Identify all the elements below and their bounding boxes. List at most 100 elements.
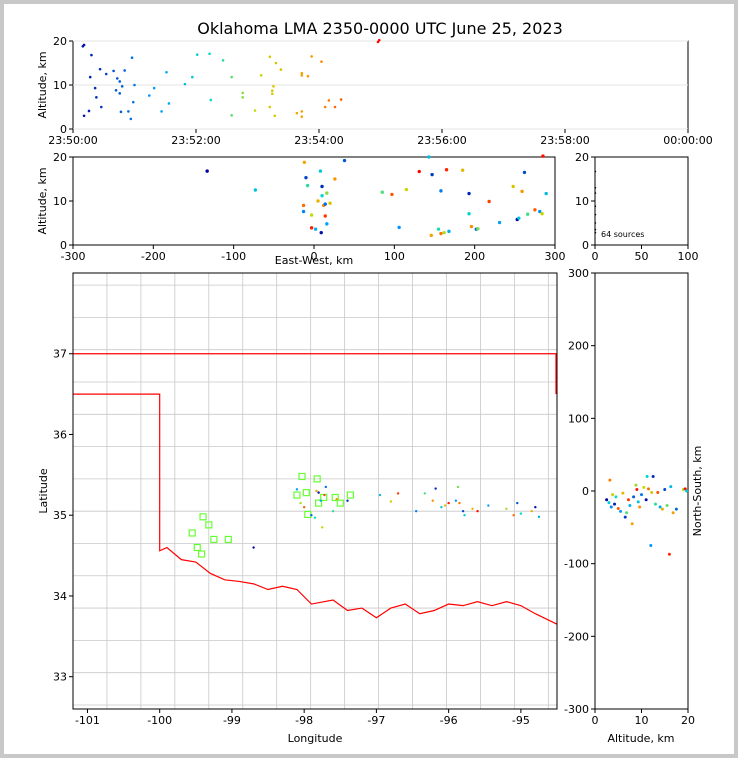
time-height-source (221, 59, 225, 62)
map-source (323, 493, 326, 497)
time-height-ylabel: Altitude, km (36, 51, 49, 118)
east-west-source (525, 212, 530, 216)
east-west-source (325, 191, 329, 195)
time-height-source (230, 75, 233, 79)
x-tick-label: 50 (635, 250, 649, 263)
time-height-source (129, 117, 133, 121)
y-tick-label: -300 (564, 703, 589, 716)
histogram-point (594, 205, 597, 208)
north-south-source (663, 488, 667, 492)
plan-view-map-panel: Latitude Longitude (37, 272, 558, 745)
x-tick-label: -100 (147, 714, 172, 727)
plan_view-axes: 33 34 35 36 37 -101 -100 -99 -98 -97 -96 -95 (53, 348, 530, 727)
map-source (463, 514, 466, 517)
map-source (317, 491, 320, 494)
time-height-source (183, 82, 187, 86)
y-tick-label: 200 (568, 340, 589, 353)
x-tick-label: 23:58:00 (540, 134, 589, 147)
x-tick-label: -95 (512, 714, 530, 727)
source-count-label: 64 sources (601, 230, 644, 239)
east-west-source (333, 177, 337, 181)
time-height-source (88, 75, 92, 79)
east-west-source (511, 184, 515, 189)
histogram-point (594, 170, 597, 173)
map-source (319, 499, 322, 502)
map-source (443, 504, 447, 507)
east-west-source (205, 169, 209, 173)
time-height-source (133, 83, 136, 87)
lma-station (188, 529, 196, 537)
time-height-source (118, 80, 122, 83)
time-height-source (90, 53, 93, 57)
north-south-source (653, 502, 657, 506)
time-height-source (118, 92, 122, 95)
lma-station (346, 491, 354, 499)
histogram-point (594, 192, 597, 194)
lma-station (315, 499, 323, 507)
lma-station (298, 472, 306, 481)
east-west-source (444, 168, 449, 172)
x-tick-label: -100 (221, 250, 246, 263)
east-west-source (460, 168, 465, 172)
east-west-source (305, 183, 310, 188)
north-south-source (626, 498, 630, 502)
lma-station (293, 491, 301, 499)
time-height-source (160, 110, 163, 113)
north-south-source (608, 478, 612, 482)
time-height-source (300, 115, 304, 118)
east-west-source (541, 154, 545, 158)
north-south-source (638, 505, 642, 509)
north-south-source (644, 498, 648, 502)
time-height-source (165, 70, 168, 74)
east-west-source (301, 209, 306, 214)
x-tick-label: -98 (295, 714, 313, 727)
altitude-histogram-panel: 64 sources (594, 156, 689, 246)
east-west-source (390, 192, 394, 197)
time-height-source (93, 86, 97, 90)
map-source (534, 505, 537, 509)
map-source (456, 485, 460, 489)
time-height-source (274, 61, 278, 65)
map-source (335, 497, 338, 501)
map-source (310, 514, 313, 517)
map-source (454, 499, 458, 502)
east-west-source (309, 213, 314, 217)
lma-station (313, 475, 321, 483)
map-xlabel: Longitude (288, 732, 343, 745)
lma-station (193, 543, 201, 552)
y-tick-label: 20 (53, 151, 67, 164)
time-height-source (295, 111, 299, 115)
north-south-source (621, 491, 625, 495)
east-west-source (439, 231, 443, 236)
east-west-source (302, 160, 307, 164)
time-height-source (310, 55, 313, 58)
east-west-source (467, 212, 471, 216)
lma-station (199, 513, 207, 521)
time-height-source (209, 98, 213, 102)
x-tick-label: 10 (635, 714, 649, 727)
histogram-point (594, 231, 597, 234)
map-source (414, 509, 418, 513)
east-west-source (323, 214, 327, 218)
map-source (447, 501, 450, 505)
east_west_altitude-axes: 0 10 20 -300 -200 -100 0 100 200 300 (53, 151, 566, 263)
x-tick-label: 0 (592, 714, 599, 727)
time-height-source (273, 114, 277, 118)
north-south-source (636, 500, 640, 504)
map-source (458, 501, 461, 505)
time-height-source (270, 92, 274, 96)
altitude-north-south-panel: North-South, km Altitude, km (594, 272, 704, 745)
time-height-source (241, 96, 245, 99)
x-tick-label: 23:54:00 (294, 134, 343, 147)
east-west-source (520, 189, 524, 194)
map-source (476, 509, 479, 513)
southern-border (73, 393, 558, 625)
map-source (530, 509, 533, 513)
east-west-source (430, 172, 434, 177)
map-source (331, 509, 335, 513)
altitude_histogram-axes: 0 10 20 0 50 100 (575, 151, 699, 263)
time-height-source (272, 85, 275, 88)
time-height-source (147, 94, 151, 97)
time-height-source (377, 38, 381, 42)
east-west-source (487, 199, 491, 204)
